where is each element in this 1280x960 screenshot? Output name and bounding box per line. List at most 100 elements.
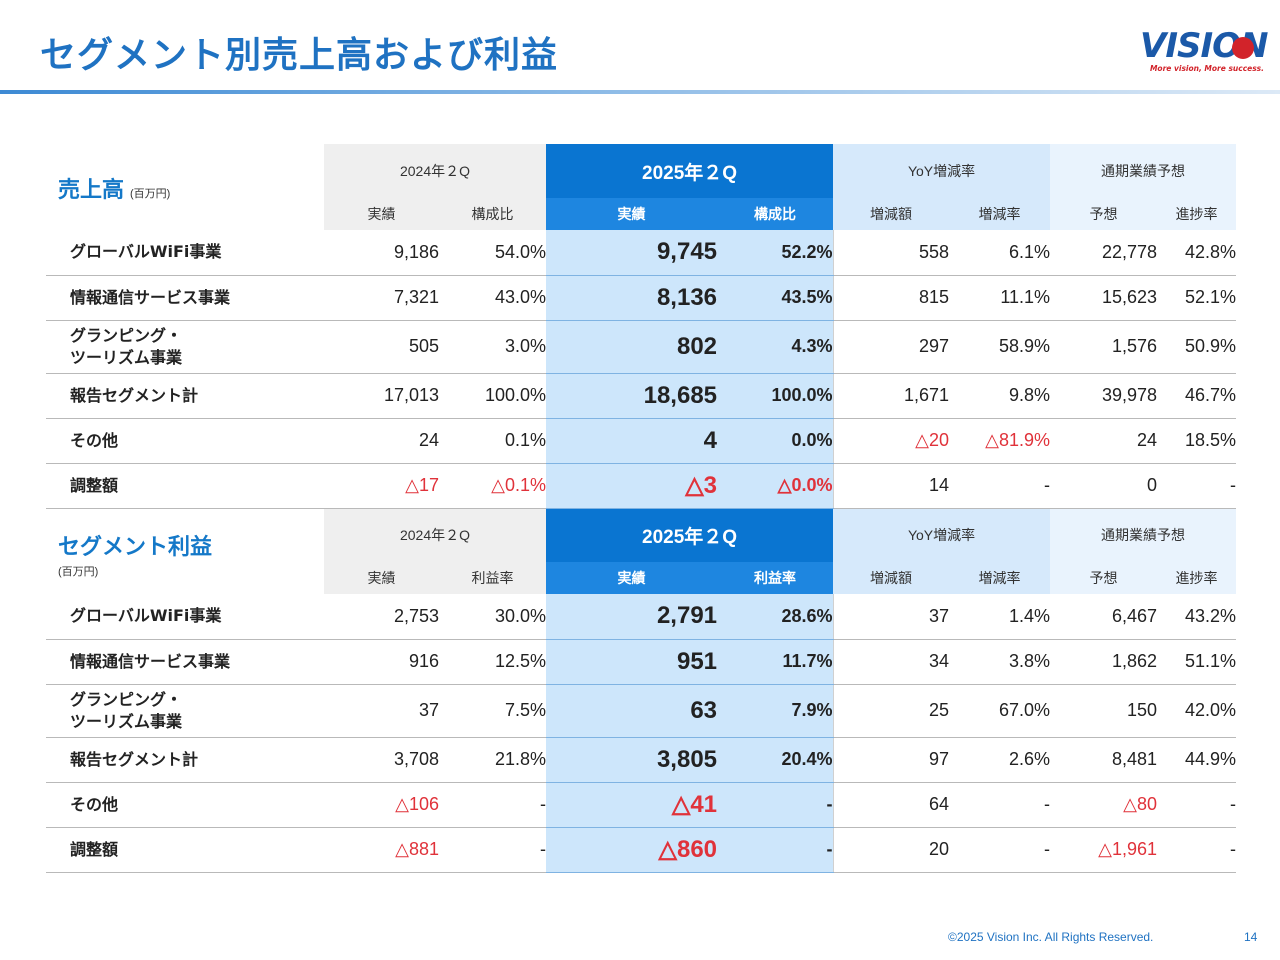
table-cell: 1,671: [832, 373, 950, 419]
table-cell: 0.1%: [439, 418, 547, 464]
column-header: 実績: [546, 562, 718, 594]
column-header: 増減額: [833, 198, 950, 230]
table-cell: 30.0%: [439, 594, 547, 640]
table-cell: 22,778: [1050, 230, 1158, 276]
table-cell: -: [949, 782, 1051, 828]
table-row: グランピング・ ツーリズム事業 37 7.5% 63 7.9% 25 67.0% 150 42.0…: [46, 684, 1237, 738]
table-cell: -: [439, 827, 547, 873]
logo-mark: [1232, 37, 1254, 59]
company-logo: VISION More vision, More success.: [1140, 28, 1270, 76]
table-row: 情報通信サービス事業 916 12.5% 951 11.7% 34 3.8% 1,862 51.…: [46, 639, 1237, 685]
table-cell: -: [1157, 782, 1237, 828]
table-cell: 43.0%: [439, 275, 547, 321]
column-header: 予想: [1050, 562, 1158, 594]
table-cell: 20.4%: [717, 737, 834, 783]
table-cell: 37: [832, 594, 950, 640]
table-row: グランピング・ ツーリズム事業 505 3.0% 802 4.3% 297 58.9% 1,57…: [46, 320, 1237, 374]
row-label: 調整額: [46, 463, 324, 509]
table-cell: 9.8%: [949, 373, 1051, 419]
table-cell: 916: [324, 639, 439, 685]
table-cell: 0.0%: [717, 418, 834, 464]
group-header-forecast: 通期業績予想: [1050, 508, 1237, 562]
table-cell: △41: [546, 782, 718, 828]
sales-section: 売上高 (百万円) 2024年２Q 2025年２Q YoY増減率 通期業績予想 実績 構成比実…: [46, 144, 1237, 509]
table-cell: 3,805: [546, 737, 718, 783]
table-cell: 4: [546, 418, 718, 464]
table-row: 情報通信サービス事業 7,321 43.0% 8,136 43.5% 815 11.1% 15…: [46, 275, 1237, 321]
table-row: その他 24 0.1% 4 0.0% △20 △81.9% 24 18.5%: [46, 418, 1237, 464]
group-header-current: 2025年２Q: [546, 508, 834, 562]
row-label: グローバルWiFi事業: [46, 230, 324, 276]
table-cell: 7.9%: [717, 684, 834, 738]
table-cell: 2,753: [324, 594, 439, 640]
group-header-yoy: YoY増減率: [833, 144, 1051, 198]
table-cell: △1,961: [1050, 827, 1158, 873]
logo-tagline: More vision, More success.: [1149, 64, 1264, 73]
table-cell: △106: [324, 782, 439, 828]
table-cell: 6,467: [1050, 594, 1158, 640]
table-cell: 44.9%: [1157, 737, 1237, 783]
column-header: 予想: [1050, 198, 1158, 230]
row-label: グランピング・ ツーリズム事業: [46, 320, 324, 374]
table-cell: 12.5%: [439, 639, 547, 685]
table-cell: 24: [1050, 418, 1158, 464]
table-cell: 18,685: [546, 373, 718, 419]
row-label: グローバルWiFi事業: [46, 594, 324, 640]
sales-unit: (百万円): [130, 188, 171, 200]
table-cell: 52.1%: [1157, 275, 1237, 321]
sales-title: 売上高: [58, 178, 125, 203]
table-cell: 7,321: [324, 275, 439, 321]
table-cell: 18.5%: [1157, 418, 1237, 464]
footer-copyright: ©2025 Vision Inc. All Rights Reserved.: [948, 930, 1154, 944]
table-cell: 43.2%: [1157, 594, 1237, 640]
table-cell: 6.1%: [949, 230, 1051, 276]
table-cell: △81.9%: [949, 418, 1051, 464]
table-cell: 150: [1050, 684, 1158, 738]
table-row: 調整額 △17 △0.1% △3 △0.0% 14-0-: [46, 463, 1237, 509]
column-header: 利益率: [439, 562, 547, 594]
table-cell: 1,862: [1050, 639, 1158, 685]
table-cell: 51.1%: [1157, 639, 1237, 685]
table-cell: 97: [832, 737, 950, 783]
table-cell: △0.1%: [439, 463, 547, 509]
table-cell: 52.2%: [717, 230, 834, 276]
table-cell: 58.9%: [949, 320, 1051, 374]
table-cell: 1,576: [1050, 320, 1158, 374]
table-cell: 25: [832, 684, 950, 738]
row-label-line: 報告セグメント計: [70, 385, 199, 405]
row-label-line: 情報通信サービス事業: [70, 651, 231, 671]
row-label: その他: [46, 418, 324, 464]
table-cell: 11.7%: [717, 639, 834, 685]
row-label-line: グランピング・: [70, 689, 183, 709]
profit-title: セグメント利益: [58, 534, 213, 560]
table-cell: 15,623: [1050, 275, 1158, 321]
table-cell: -: [717, 827, 834, 873]
row-label: グランピング・ ツーリズム事業: [46, 684, 324, 738]
row-label: 情報通信サービス事業: [46, 275, 324, 321]
profit-heading: セグメント利益 (百万円): [46, 508, 324, 594]
table-cell: -: [717, 782, 834, 828]
table-cell: 3.0%: [439, 320, 547, 374]
row-label-line: ツーリズム事業: [70, 711, 183, 731]
table-cell: 54.0%: [439, 230, 547, 276]
table-cell: 64: [832, 782, 950, 828]
column-header: 実績: [324, 562, 439, 594]
row-label: 報告セグメント計: [46, 373, 324, 419]
table-cell: -: [1157, 463, 1237, 509]
column-header: 進捗率: [1157, 198, 1237, 230]
table-cell: -: [949, 463, 1051, 509]
table-cell: -: [1157, 827, 1237, 873]
table-cell: 9,186: [324, 230, 439, 276]
column-header: 構成比: [439, 198, 547, 230]
row-label-line: その他: [70, 430, 119, 450]
row-label-line: グローバルWiFi事業: [70, 242, 222, 262]
table-cell: △881: [324, 827, 439, 873]
table-row: グローバルWiFi事業 9,186 54.0% 9,745 52.2% 558 6.1% 22…: [46, 230, 1237, 276]
table-row: その他 △106- △41-64- △80-: [46, 782, 1237, 828]
table-cell: 8,481: [1050, 737, 1158, 783]
table-cell: 4.3%: [717, 320, 834, 374]
table-cell: 558: [832, 230, 950, 276]
table-cell: 815: [832, 275, 950, 321]
table-cell: 505: [324, 320, 439, 374]
table-cell: 21.8%: [439, 737, 547, 783]
